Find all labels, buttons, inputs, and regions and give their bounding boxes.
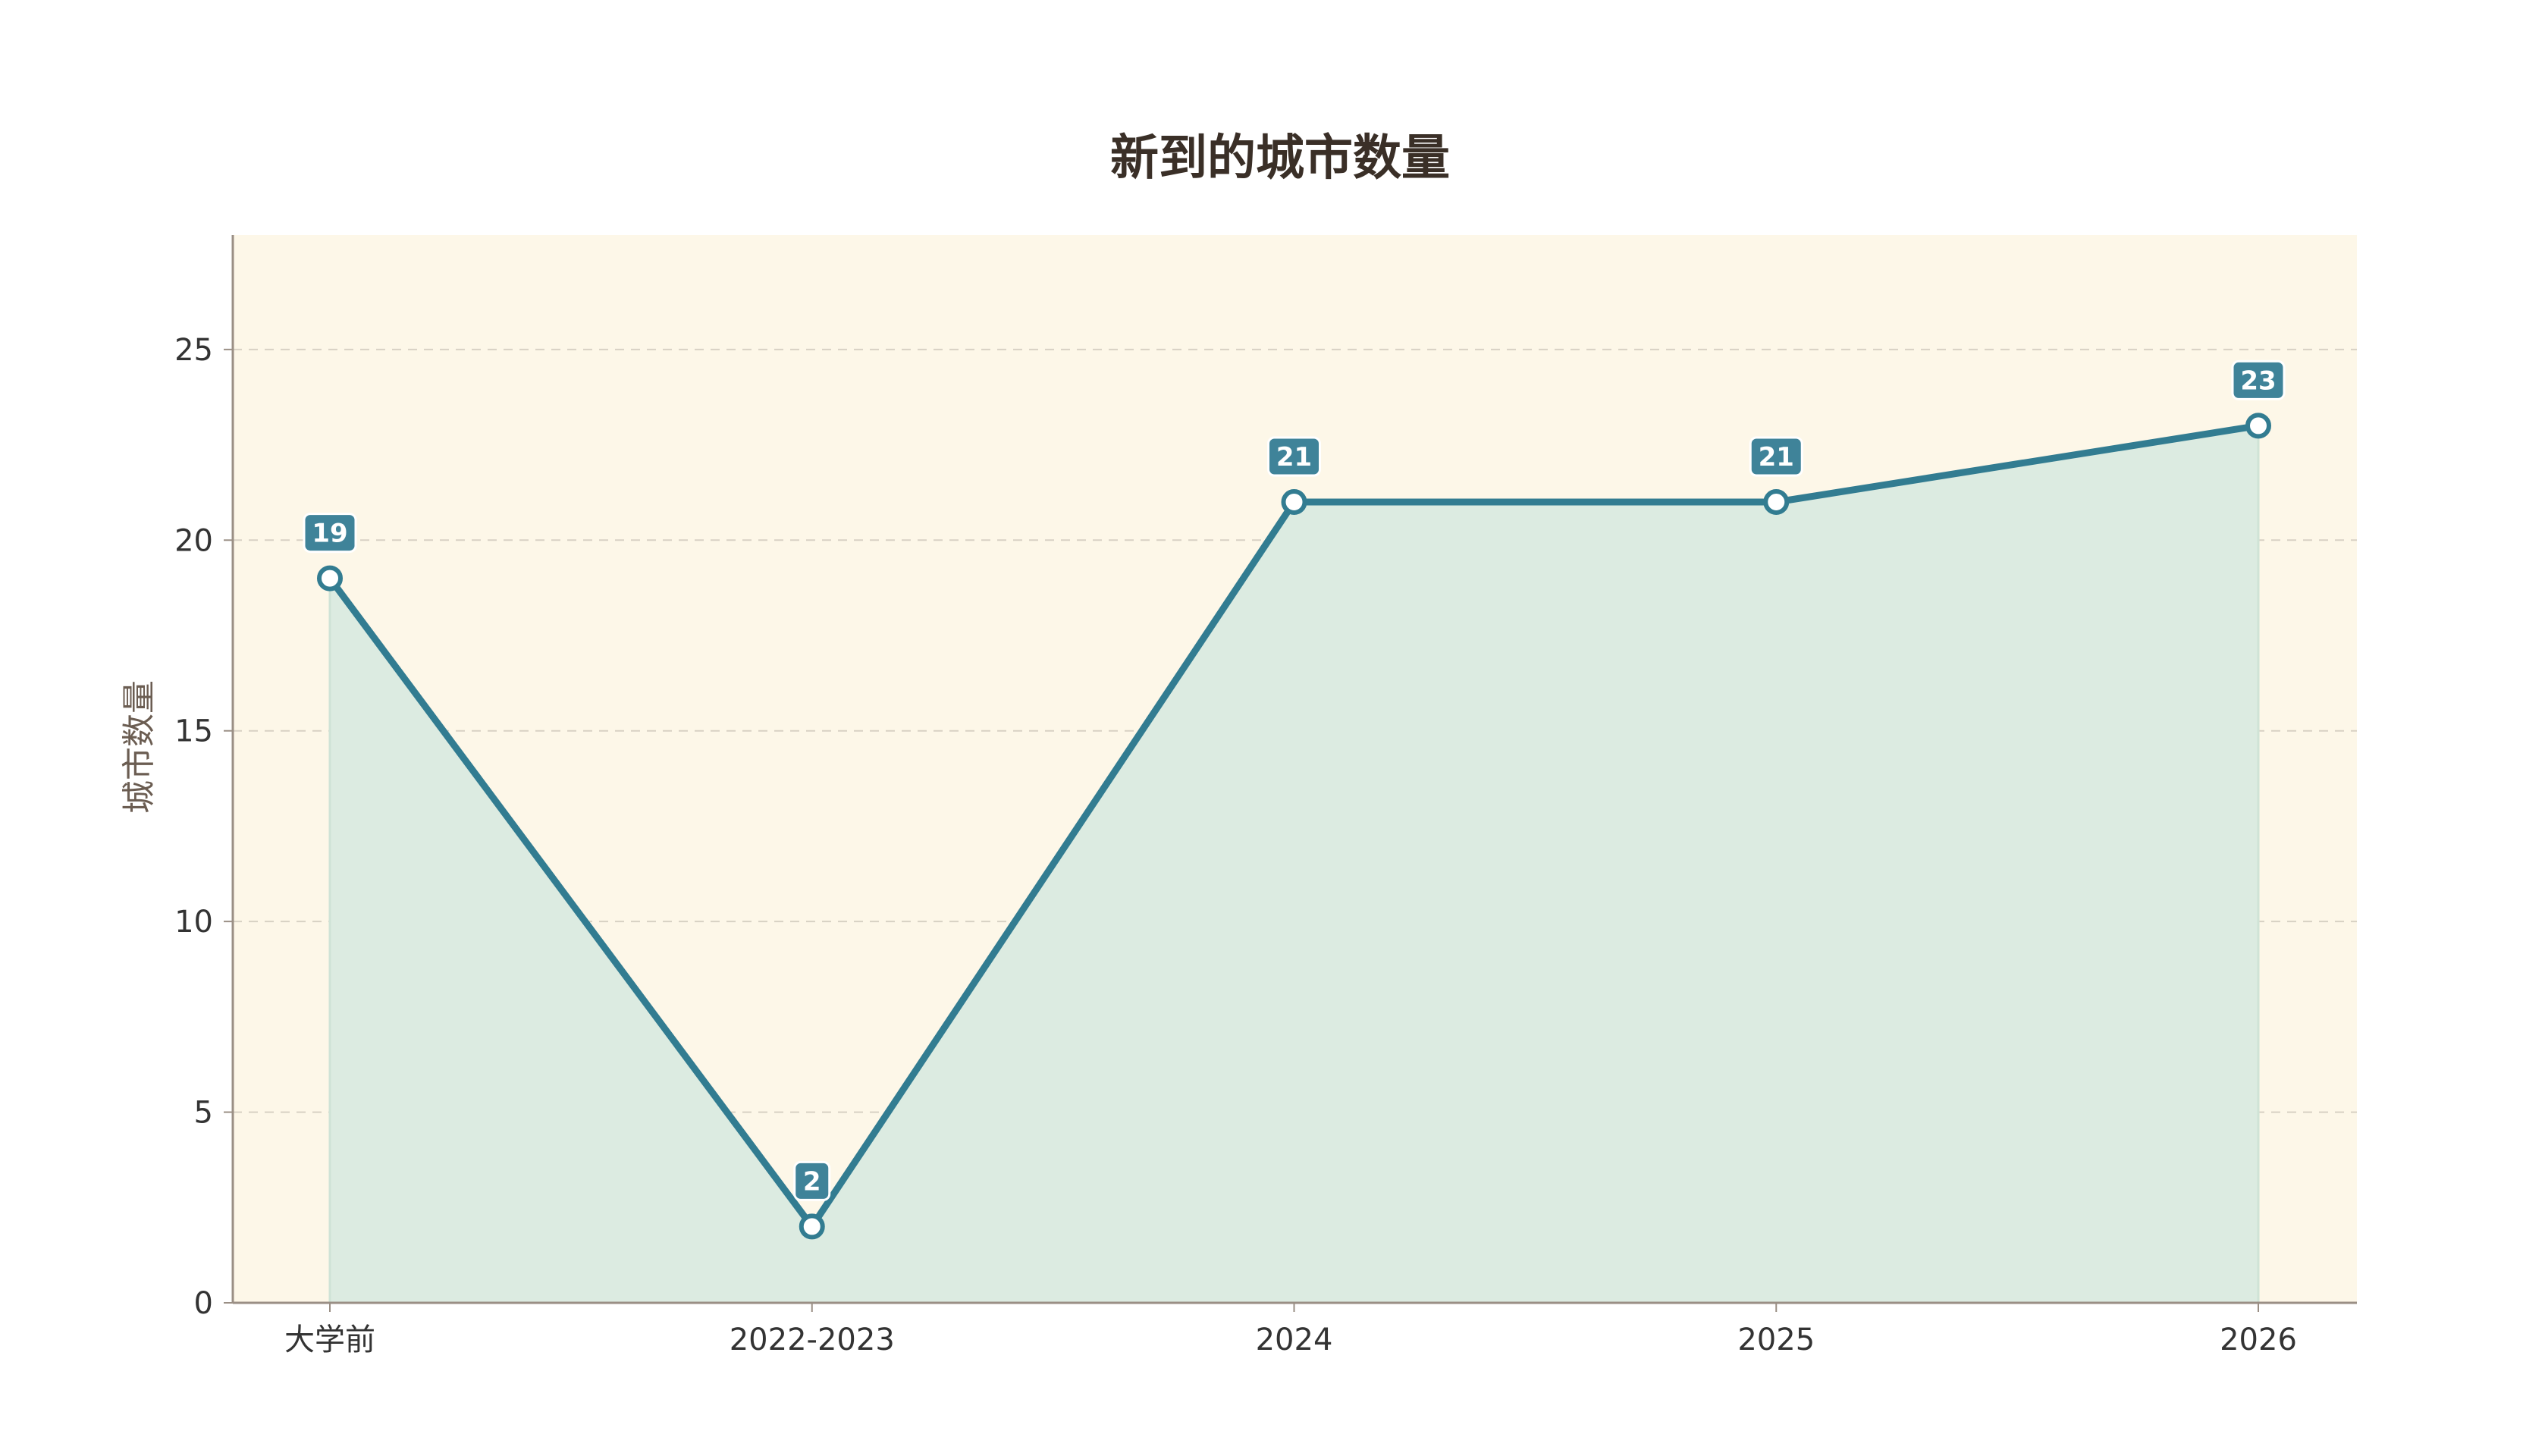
data-label: 21 — [1276, 442, 1312, 472]
data-point — [2245, 413, 2271, 439]
data-label: 23 — [2240, 366, 2276, 396]
data-point — [1281, 489, 1307, 515]
y-axis-label: 城市数量 — [120, 680, 158, 814]
x-tick-label: 2022-2023 — [730, 1323, 895, 1357]
y-tick-label: 5 — [194, 1096, 213, 1131]
x-tick-label: 2025 — [1737, 1323, 1815, 1357]
data-points — [317, 413, 2271, 1240]
data-label-box — [1749, 436, 1803, 477]
data-label-box — [1267, 436, 1321, 477]
data-label: 2 — [803, 1166, 821, 1197]
x-tick-label: 2026 — [2220, 1323, 2297, 1357]
data-point — [799, 1213, 825, 1240]
data-point — [1763, 489, 1790, 515]
y-tick-label: 10 — [174, 905, 213, 940]
data-label: 21 — [1759, 442, 1794, 472]
y-tick-label: 0 — [194, 1286, 213, 1321]
data-labels: 19 2 21 21 23 — [303, 359, 2286, 1201]
data-point — [317, 565, 343, 592]
y-tick-label: 20 — [174, 523, 213, 558]
chart-title: 新到的城市数量 — [1110, 130, 1450, 187]
data-label-box — [2231, 359, 2286, 400]
x-tick-label: 大学前 — [284, 1323, 375, 1357]
data-label: 19 — [312, 519, 347, 549]
y-tick-label: 15 — [174, 714, 213, 749]
data-label-box — [303, 513, 357, 554]
x-tick-label: 2024 — [1256, 1323, 1333, 1357]
y-tick-label: 25 — [174, 333, 213, 368]
data-label-box — [793, 1160, 831, 1201]
